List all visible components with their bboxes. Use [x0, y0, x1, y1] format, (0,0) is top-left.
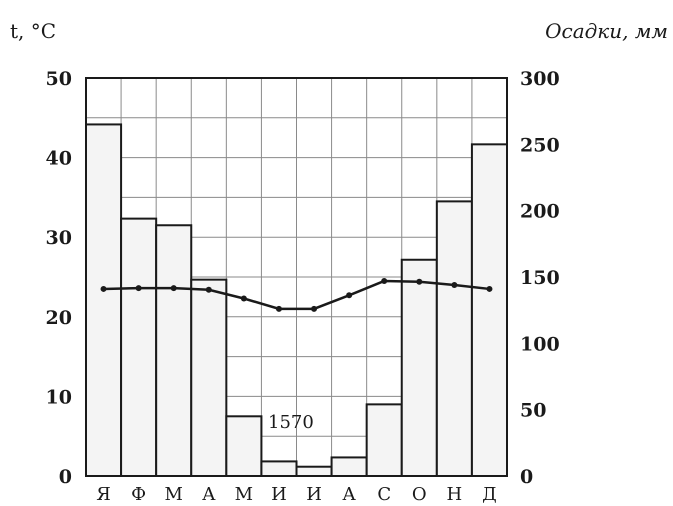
- precip-bar: [365, 403, 403, 477]
- precip-bar: [85, 123, 123, 478]
- temperature-line: [100, 277, 493, 312]
- precip-bar: [120, 217, 158, 477]
- precip-bar: [400, 258, 438, 477]
- month-label: Я: [96, 484, 111, 505]
- right-tick-label: 150: [520, 267, 560, 289]
- temperature-point: [381, 277, 388, 284]
- month-label: И: [306, 484, 322, 505]
- month-label: А: [202, 484, 216, 505]
- month-label: Ф: [131, 484, 146, 505]
- left-tick-label: 50: [46, 68, 72, 90]
- temperature-point: [451, 281, 458, 288]
- month-label: М: [235, 484, 253, 505]
- month-label: И: [271, 484, 287, 505]
- right-tick-label: 300: [520, 68, 560, 90]
- precip-bar: [295, 465, 333, 478]
- temperature-point: [135, 285, 142, 292]
- precip-bar: [470, 143, 508, 477]
- right-axis-title: Осадки, мм: [545, 19, 668, 43]
- left-axis-title: t, °C: [10, 19, 56, 43]
- temperature-point: [275, 305, 282, 312]
- right-tick-label: 0: [520, 466, 533, 488]
- left-tick-label: 0: [59, 466, 72, 488]
- temperature-point: [170, 285, 177, 292]
- precip-bar: [330, 456, 368, 477]
- month-label: А: [342, 484, 356, 505]
- temperature-point: [311, 305, 318, 312]
- temperature-point: [346, 292, 353, 299]
- month-label: Н: [447, 484, 463, 505]
- precipitation-bars: [85, 123, 508, 478]
- left-tick-label: 10: [46, 386, 72, 408]
- precip-bar: [435, 200, 473, 477]
- left-tick-label: 40: [46, 148, 72, 170]
- right-tick-label: 250: [520, 134, 560, 156]
- precip-bar: [225, 415, 263, 477]
- precip-bar: [260, 460, 298, 478]
- temperature-point: [240, 295, 247, 302]
- left-tick-label: 20: [46, 307, 72, 329]
- precipitation-total-annotation: 1570: [268, 412, 314, 433]
- right-tick-label: 50: [520, 400, 546, 422]
- temperature-polyline: [103, 279, 490, 311]
- month-label: Д: [482, 484, 497, 505]
- left-tick-label: 30: [46, 227, 72, 249]
- right-tick-label: 100: [520, 333, 560, 355]
- temperature-point: [486, 285, 493, 292]
- month-label: О: [412, 484, 427, 505]
- precip-bar: [190, 278, 228, 477]
- month-label: М: [164, 484, 182, 505]
- temperature-point: [100, 285, 107, 292]
- temperature-point: [205, 286, 212, 293]
- right-tick-label: 200: [520, 201, 560, 223]
- temperature-point: [416, 278, 423, 285]
- precip-bar: [155, 224, 193, 477]
- month-label: С: [377, 484, 391, 505]
- plot-frame: [85, 77, 508, 477]
